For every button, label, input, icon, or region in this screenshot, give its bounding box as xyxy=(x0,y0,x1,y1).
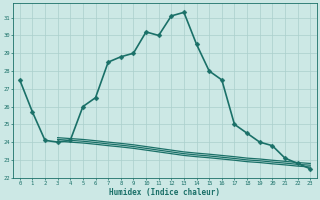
X-axis label: Humidex (Indice chaleur): Humidex (Indice chaleur) xyxy=(109,188,220,197)
